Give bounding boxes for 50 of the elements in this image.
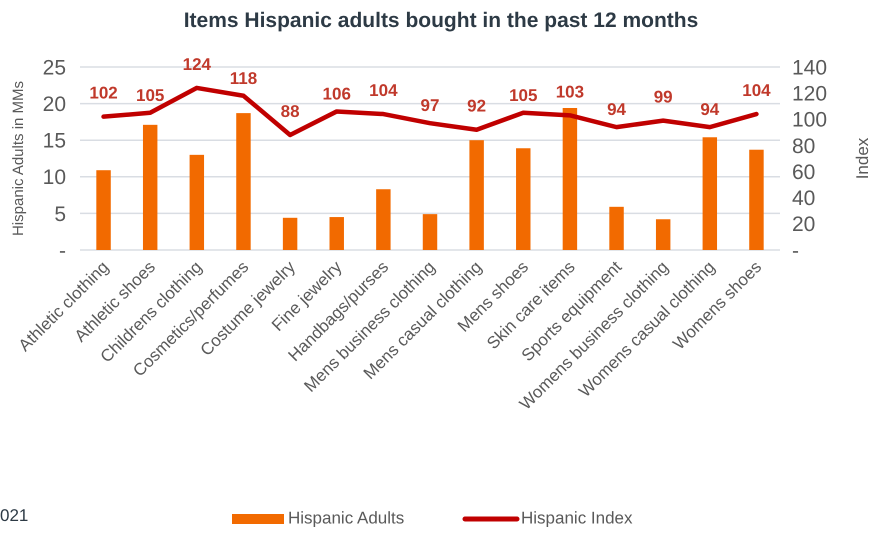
y2-tick-label: - [792, 239, 799, 262]
y2-tick-label: 80 [792, 134, 816, 158]
data-label: 92 [467, 96, 486, 116]
data-label: 97 [420, 96, 440, 116]
data-label: 94 [607, 100, 627, 120]
bar [702, 137, 718, 250]
data-label: 104 [742, 81, 772, 100]
bar [749, 150, 764, 250]
y2-tick-label: 60 [792, 160, 816, 184]
legend-label: Hispanic Index [521, 508, 634, 528]
y-tick-label: 5 [54, 202, 66, 226]
bar [236, 113, 251, 250]
data-label: 124 [182, 54, 212, 74]
data-label: 94 [700, 100, 720, 120]
y2-axis-title: Index [853, 137, 872, 180]
bar [142, 124, 158, 250]
data-label: 118 [230, 68, 258, 88]
data-label: 104 [369, 81, 398, 100]
y-tick-label: 25 [42, 56, 66, 80]
y2-tick-label: 120 [792, 82, 828, 106]
y-tick-label: 20 [42, 92, 66, 116]
data-label: 105 [509, 86, 538, 105]
y2-tick-label: 20 [792, 213, 816, 236]
bar [376, 189, 391, 250]
y-tick-label: 10 [42, 166, 66, 190]
data-label: 99 [654, 88, 673, 107]
bar [516, 148, 530, 250]
chart-title: Items Hispanic adults bought in the past 12 months [184, 9, 698, 32]
bar [330, 217, 344, 250]
y-axis-title: Hispanic Adults in MMs [10, 80, 27, 236]
y2-tick-label: 100 [792, 108, 828, 132]
data-label: 103 [556, 82, 584, 102]
legend-label: Hispanic Adults [288, 508, 404, 528]
data-label: 105 [136, 86, 164, 105]
y-tick-label: 15 [42, 130, 66, 153]
y2-tick-label: 140 [792, 56, 828, 80]
bar [96, 170, 111, 250]
y-tick-label: - [59, 239, 66, 262]
bar [190, 154, 204, 250]
bar [422, 214, 438, 250]
data-label: 102 [89, 84, 118, 103]
text: 021 [0, 506, 28, 525]
data-label: 88 [280, 102, 300, 121]
bar [609, 206, 624, 250]
bar [562, 108, 578, 250]
bar [282, 218, 298, 250]
bar [469, 140, 484, 250]
bar [656, 219, 670, 250]
y2-tick-label: 40 [792, 187, 816, 210]
data-label: 106 [322, 84, 351, 104]
